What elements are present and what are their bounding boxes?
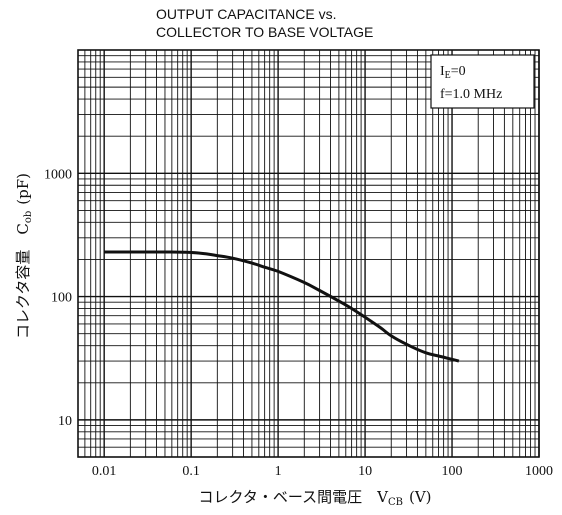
minor-gridlines: [77, 49, 539, 458]
plot-frame: [77, 49, 540, 458]
y-tick-label: 10: [58, 414, 72, 429]
chart-title-line-1: OUTPUT CAPACITANCE vs.: [156, 6, 336, 22]
y-axis-label: コレクタ容量 Cob (pF): [14, 173, 34, 339]
condition-frequency: f=1.0 MHz: [440, 87, 502, 102]
y-axis-label-main: コレクタ容量 C: [14, 223, 32, 339]
x-axis-label-unit: (V): [409, 488, 432, 506]
x-tick-label: 0.1: [182, 464, 200, 479]
y-tick-label: 100: [51, 291, 72, 306]
capacitance-curve: [104, 250, 460, 363]
conditions-legend-box: [430, 54, 535, 109]
x-tick-label: 10: [358, 464, 372, 479]
y-tick-label: 1000: [44, 167, 72, 182]
x-tick-label: 1: [275, 464, 282, 479]
condition-ie-sub: E: [445, 70, 451, 81]
x-tick-label: 1000: [525, 464, 553, 479]
x-tick-labels: 0.01 0.1 1 10 100 1000: [92, 464, 553, 479]
x-axis-label-sub: CB: [388, 497, 403, 508]
chart-title-line-2: COLLECTOR TO BASE VOLTAGE: [156, 24, 373, 40]
condition-ie: IE=0: [440, 64, 466, 81]
chart-title: OUTPUT CAPACITANCE vs. COLLECTOR TO BASE…: [156, 6, 373, 40]
x-tick-label: 0.01: [92, 464, 117, 479]
x-axis-label-main: コレクタ・ベース間電圧 V: [198, 488, 389, 506]
condition-ie-rest: =0: [451, 64, 466, 79]
y-axis-label-sub: ob: [23, 211, 34, 223]
conditions-legend: IE=0 f=1.0 MHz: [430, 54, 535, 109]
y-axis-label-unit: (pF): [14, 173, 32, 205]
y-tick-labels: 10 100 1000: [44, 167, 72, 429]
condition-ie-main: I: [440, 64, 445, 79]
x-tick-label: 100: [442, 464, 463, 479]
x-axis-label: コレクタ・ベース間電圧 VCB (V): [198, 488, 431, 508]
major-gridlines: [78, 50, 540, 457]
